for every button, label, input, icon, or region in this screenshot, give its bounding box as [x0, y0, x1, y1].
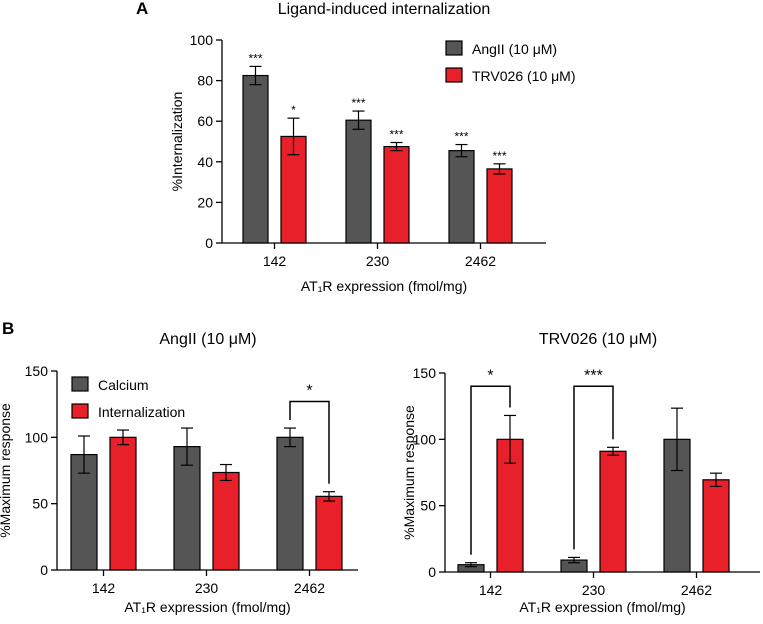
bar [345, 119, 372, 244]
bar [173, 446, 201, 571]
y-tick-label: 50 [420, 498, 436, 514]
y-tick-label: 80 [197, 73, 213, 89]
x-tick-label: 2462 [681, 582, 712, 598]
panel-label-b: B [2, 319, 14, 338]
panel-label-a: A [136, 0, 148, 18]
y-tick-label: 150 [25, 363, 49, 379]
y-tick-label: 0 [205, 235, 213, 251]
significance-label: *** [248, 51, 262, 65]
legend-swatch [445, 40, 463, 56]
legend-label: Internalization [98, 404, 185, 420]
chart-panel-b-trv026: TRV026 (10 μM) 0 50 100 150 %Maximum response… [401, 331, 760, 615]
y-tick-label: 60 [197, 113, 213, 129]
bar [383, 145, 410, 244]
x-axis-label: AT₁R expression (fmol/mg) [301, 278, 467, 294]
chart-panel-b-angii: AngII (10 μM) 0 50 100 150 %Maximum response 1… [0, 331, 358, 615]
x-axis-label: AT₁R expression (fmol/mg) [124, 599, 290, 615]
legend-label: AngII (10 μM) [472, 41, 557, 57]
y-tick-label: 40 [197, 154, 213, 170]
chart-title: TRV026 (10 μM) [539, 331, 657, 348]
legend-label: Calcium [98, 377, 149, 393]
legend-label: TRV026 (10 μM) [472, 68, 576, 84]
significance-label: *** [492, 149, 506, 163]
x-tick-label: 230 [366, 253, 390, 269]
y-tick-label: 100 [413, 431, 437, 447]
significance-label: *** [351, 96, 365, 110]
bracket-label: * [306, 383, 312, 400]
significance-bracket [289, 400, 330, 484]
significance-label: *** [454, 130, 468, 144]
legend-swatch [71, 376, 89, 392]
x-tick-label: 230 [582, 582, 606, 598]
chart-panel-a: Ligand-induced internalization 0 20 40 60 80 1… [169, 1, 576, 294]
legend-swatch [71, 403, 89, 419]
chart-title: Ligand-induced internalization [278, 1, 491, 18]
bar [315, 495, 343, 571]
y-axis-label: %Internalization [169, 92, 185, 192]
y-tick-label: 50 [32, 496, 48, 512]
y-tick-label: 0 [40, 562, 48, 578]
significance-label: *** [389, 128, 403, 142]
bar [486, 168, 513, 244]
legend-swatch [445, 67, 463, 83]
bracket-label: *** [584, 367, 603, 384]
bar [212, 471, 240, 571]
x-tick-label: 230 [195, 580, 219, 596]
bar [599, 450, 627, 573]
x-tick-label: 2462 [294, 580, 325, 596]
y-tick-label: 100 [25, 429, 49, 445]
bar [448, 150, 475, 244]
bracket-label: * [487, 367, 493, 384]
significance-label: * [291, 103, 296, 117]
significance-bracket [470, 385, 511, 555]
bar [70, 453, 98, 571]
bar [242, 74, 269, 244]
significance-bracket [573, 385, 614, 550]
y-tick-label: 100 [190, 32, 214, 48]
x-tick-label: 2462 [465, 253, 496, 269]
bar [702, 479, 730, 573]
y-tick-label: 0 [428, 564, 436, 580]
chart-title: AngII (10 μM) [159, 331, 256, 348]
x-tick-label: 142 [263, 253, 287, 269]
y-axis-label: %Maximum response [401, 405, 417, 540]
y-axis-label: %Maximum response [0, 403, 13, 538]
bar [276, 436, 304, 571]
x-tick-label: 142 [92, 580, 116, 596]
bar [109, 436, 137, 571]
x-tick-label: 142 [479, 582, 503, 598]
y-tick-label: 150 [413, 365, 437, 381]
y-tick-label: 20 [197, 194, 213, 210]
x-axis-label: AT₁R expression (fmol/mg) [519, 599, 685, 615]
